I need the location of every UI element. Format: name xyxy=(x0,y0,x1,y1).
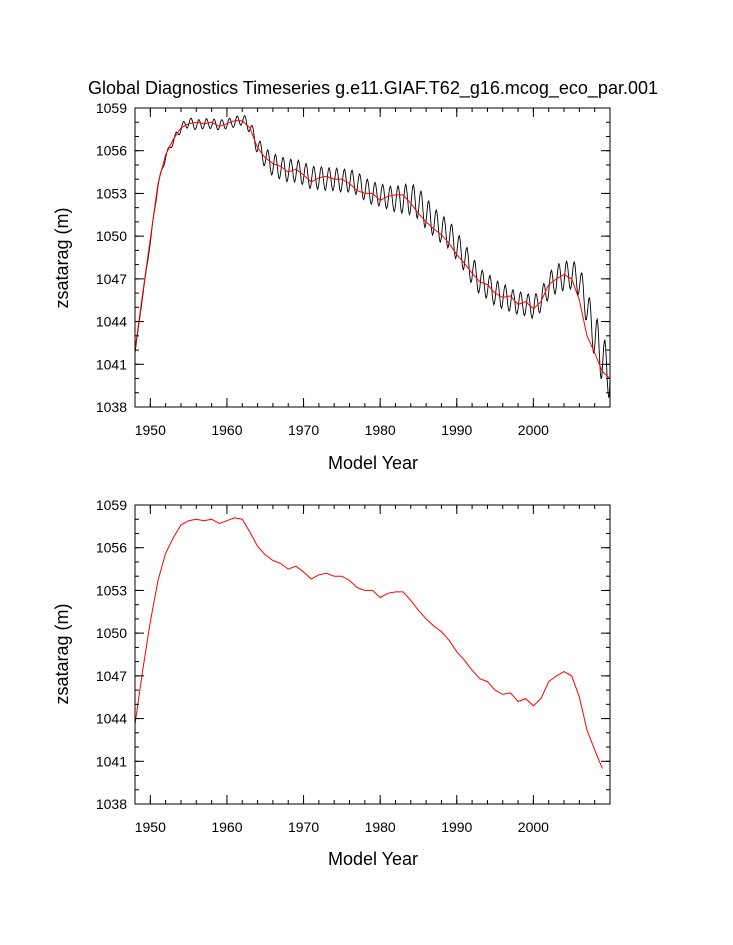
bottom-panel-x-tick-label: 1950 xyxy=(135,819,166,835)
top-panel-x-tick-label: 2000 xyxy=(518,422,549,438)
top-panel-x-tick-label: 1990 xyxy=(441,422,472,438)
bottom-panel-y-tick-label: 1047 xyxy=(96,668,127,684)
top-panel-x-tick-label: 1950 xyxy=(135,422,166,438)
top-panel-y-tick-label: 1059 xyxy=(96,100,127,116)
top-panel-xlabel: Model Year xyxy=(328,453,418,473)
top-panel-series-monthly xyxy=(135,115,610,399)
top-panel-y-tick-label: 1050 xyxy=(96,228,127,244)
bottom-panel-y-tick-label: 1044 xyxy=(96,711,127,727)
bottom-panel: Model Year zsatarag (m) 1950 1960 1970 1980… xyxy=(52,497,611,869)
bottom-panel-y-tick-label: 1038 xyxy=(96,796,127,812)
figure-title: Global Diagnostics Timeseries g.e11.GIAF… xyxy=(88,78,658,99)
top-panel-y-tick-label: 1053 xyxy=(96,185,127,201)
bottom-panel-y-tick-label: 1053 xyxy=(96,582,127,598)
top-panel-x-tick-label: 1970 xyxy=(288,422,319,438)
top-panel-y-tick-label: 1047 xyxy=(96,271,127,287)
bottom-panel-x-tick-label: 1960 xyxy=(211,819,242,835)
top-panel-x-tick-label: 1980 xyxy=(365,422,396,438)
bottom-panel-xlabel: Model Year xyxy=(328,849,418,869)
top-panel-series-annual-smoothed xyxy=(135,120,610,379)
top-panel-y-tick-label: 1041 xyxy=(96,356,127,372)
top-panel-y-tick-label: 1044 xyxy=(96,314,127,330)
bottom-panel-x-tick-label: 1980 xyxy=(365,819,396,835)
top-panel-y-tick-label: 1038 xyxy=(96,399,127,415)
top-panel: Model Year zsatarag (m) 1950 1960 1970 1980… xyxy=(52,100,611,473)
bottom-panel-y-tick-label: 1041 xyxy=(96,753,127,769)
top-panel-y-tick-label: 1056 xyxy=(96,143,127,159)
top-panel-ylabel: zsatarag (m) xyxy=(52,207,72,308)
bottom-panel-frame xyxy=(134,504,611,805)
bottom-panel-y-tick-label: 1050 xyxy=(96,625,127,641)
bottom-panel-x-tick-label: 2000 xyxy=(518,819,549,835)
bottom-panel-ylabel: zsatarag (m) xyxy=(52,603,72,704)
bottom-panel-x-tick-label: 1970 xyxy=(288,819,319,835)
bottom-panel-y-tick-label: 1056 xyxy=(96,540,127,556)
bottom-panel-series-annual xyxy=(135,517,603,769)
top-panel-x-tick-label: 1960 xyxy=(211,422,242,438)
bottom-panel-x-tick-label: 1990 xyxy=(441,819,472,835)
top-panel-frame xyxy=(134,107,611,408)
bottom-panel-y-tick-label: 1059 xyxy=(96,497,127,513)
